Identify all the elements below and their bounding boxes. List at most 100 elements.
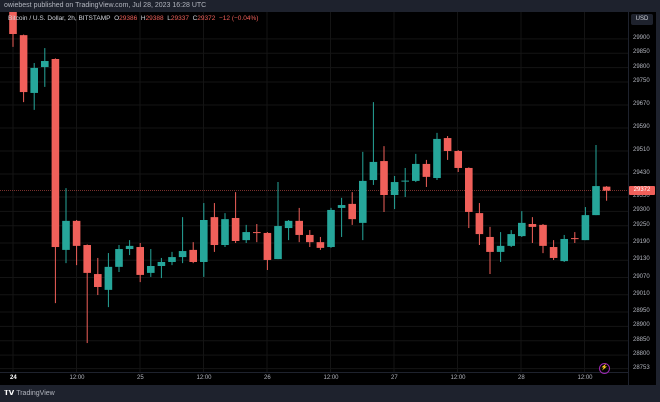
- published-text: owiebest published on TradingView.com, J…: [4, 2, 207, 9]
- candle-body: [549, 247, 558, 258]
- candle-body: [284, 220, 293, 229]
- candle-body: [306, 234, 314, 243]
- candle-body: [19, 35, 28, 93]
- x-tick-label: 25: [137, 375, 144, 381]
- x-tick-label: 12:00: [577, 375, 593, 381]
- current-price-label: 29372: [629, 186, 655, 196]
- lightning-icon[interactable]: ⚡: [599, 363, 610, 374]
- y-tick-label: 29590: [633, 124, 650, 130]
- y-tick-label: 28900: [633, 322, 650, 329]
- y-tick-label: 29850: [633, 49, 650, 56]
- y-tick-label: 28753: [633, 364, 650, 371]
- x-tick-label: 12:00: [323, 375, 339, 381]
- y-tick-label: 28850: [633, 336, 650, 343]
- y-tick-label: 29190: [633, 239, 650, 245]
- y-tick-label: 29670: [633, 101, 650, 107]
- y-tick-label: 29350: [633, 193, 650, 199]
- low-value: 29337: [170, 15, 189, 22]
- candle-body: [221, 219, 229, 246]
- candle-body: [189, 249, 197, 262]
- candle-body: [571, 238, 579, 240]
- candle-body: [9, 12, 17, 34]
- candle-body: [359, 180, 367, 223]
- candle-body: [136, 247, 144, 275]
- publisher-bar: owiebest published on TradingView.com, J…: [0, 0, 660, 12]
- y-tick-label: 28950: [633, 308, 650, 314]
- symbol-name: Bitcoin / U.S. Dollar, 2h, BITSTAMP: [8, 15, 111, 22]
- high-label: H: [140, 15, 146, 22]
- candle-body: [390, 182, 399, 195]
- candle-body: [475, 213, 484, 235]
- y-tick-label: 29900: [633, 34, 650, 41]
- price-axis[interactable]: [628, 12, 657, 385]
- y-tick-label: 29510: [633, 147, 650, 153]
- candle-body: [168, 257, 176, 262]
- right-border: [656, 0, 660, 402]
- open-label: O: [114, 15, 120, 22]
- candle-body: [412, 163, 420, 181]
- candle-body: [62, 220, 70, 250]
- symbol-legend: Bitcoin / U.S. Dollar, 2h, BITSTAMP O293…: [8, 15, 258, 22]
- y-tick-label: 28800: [633, 351, 650, 358]
- currency-button[interactable]: USD: [631, 14, 653, 25]
- candle-body: [486, 236, 494, 252]
- low-label: L: [167, 15, 171, 22]
- candle-body: [327, 209, 335, 248]
- y-tick-label: 29130: [633, 256, 650, 263]
- candle-body: [231, 217, 240, 241]
- y-tick-label: 29430: [633, 170, 650, 176]
- high-value: 29388: [145, 15, 164, 22]
- candle-body: [263, 232, 272, 260]
- change-value: −12 (−0.04%): [219, 15, 259, 22]
- candle-body: [465, 167, 473, 212]
- candle-body: [496, 245, 505, 252]
- candle-body: [337, 205, 346, 208]
- x-tick-label: 28: [518, 375, 525, 381]
- candle-body: [210, 217, 219, 246]
- candle-body: [72, 220, 81, 246]
- candle-body: [104, 266, 113, 290]
- candle-body: [94, 274, 102, 287]
- candle-body: [41, 61, 49, 68]
- candle-body: [454, 151, 462, 168]
- candle-body: [539, 224, 547, 246]
- x-tick-label: 26: [264, 375, 271, 381]
- x-tick-label: 27: [391, 375, 398, 381]
- candle-body: [560, 238, 568, 262]
- candle-body: [528, 224, 537, 227]
- candle-body: [147, 266, 155, 273]
- x-tick-label: 12:00: [196, 375, 212, 381]
- y-tick-label: 29750: [633, 78, 650, 84]
- candle-body: [380, 161, 388, 195]
- y-tick-label: 29070: [633, 273, 650, 280]
- candle-body: [295, 220, 303, 235]
- candle-body: [369, 161, 378, 181]
- x-tick-label: 24: [10, 375, 17, 381]
- candle-body: [518, 222, 526, 237]
- candle-body: [401, 180, 409, 182]
- candle-body: [433, 138, 441, 179]
- brand-name: TradingView: [16, 390, 55, 397]
- y-tick-label: 29250: [633, 221, 650, 228]
- candle-body: [274, 226, 282, 260]
- x-tick-label: 12:00: [450, 375, 466, 381]
- candle-body: [581, 215, 590, 241]
- footer-bar: [0, 385, 660, 402]
- close-label: C: [192, 15, 198, 22]
- candle-body: [253, 232, 261, 234]
- y-tick-label: 29800: [633, 63, 650, 70]
- candle-body: [316, 242, 325, 248]
- candle-body: [30, 67, 38, 93]
- candle-body: [83, 245, 91, 273]
- close-value: 29372: [197, 15, 216, 22]
- open-value: 29386: [119, 15, 138, 22]
- candle-body: [422, 163, 431, 177]
- candle-body: [242, 232, 250, 241]
- time-axis[interactable]: [0, 372, 628, 386]
- candle-body: [348, 203, 356, 220]
- tradingview-logo: 𝗧𝗩 TradingView: [4, 389, 55, 397]
- candle-body: [178, 251, 187, 258]
- y-tick-label: 29010: [633, 290, 650, 297]
- candle-body: [157, 261, 166, 266]
